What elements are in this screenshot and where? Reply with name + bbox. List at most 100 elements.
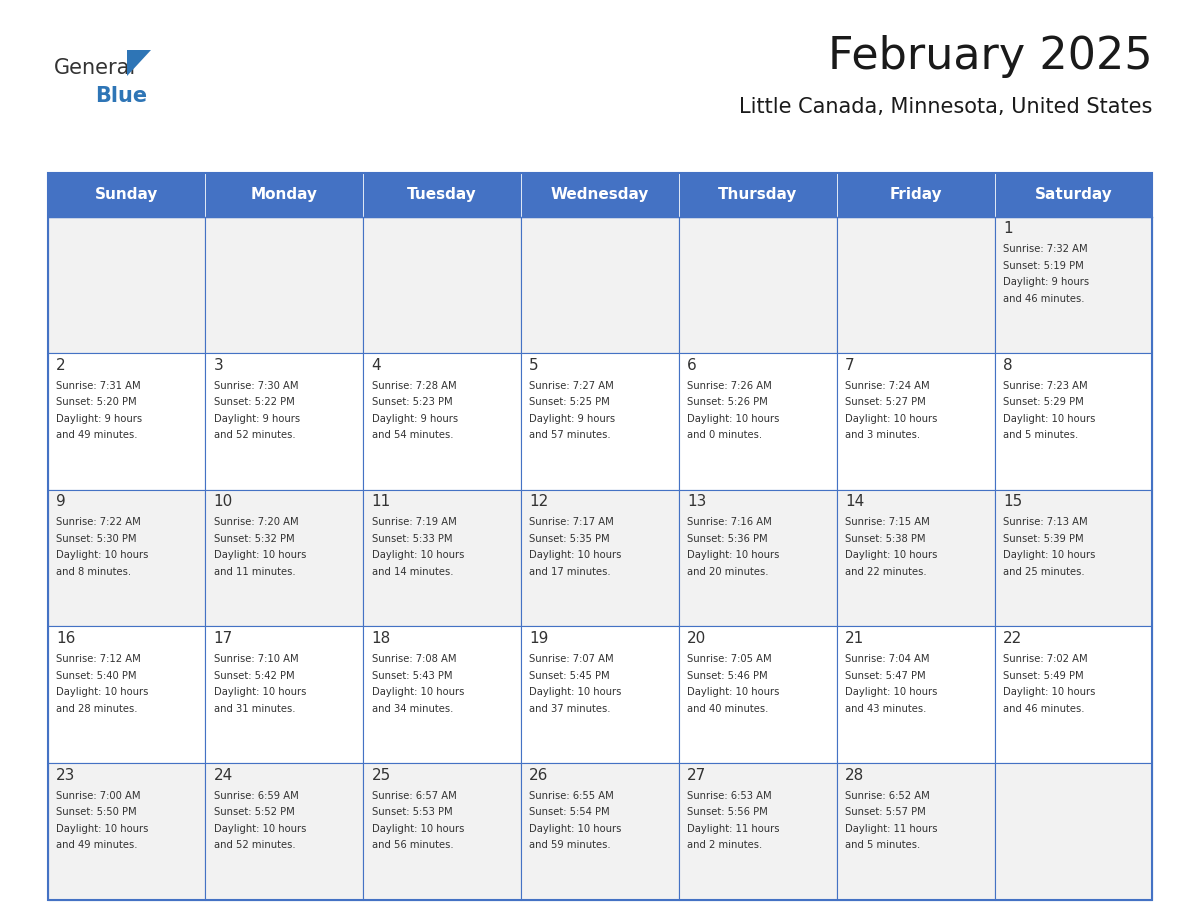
Bar [364,626,522,763]
Text: Monday: Monday [251,187,317,202]
Text: 21: 21 [845,631,864,646]
Text: Sunset: 5:29 PM: Sunset: 5:29 PM [1003,397,1083,408]
Text: 18: 18 [372,631,391,646]
Text: and 57 minutes.: and 57 minutes. [530,431,611,441]
Text: Daylight: 10 hours: Daylight: 10 hours [56,687,148,697]
Text: 19: 19 [530,631,549,646]
Bar [48,173,1152,900]
Text: Sunset: 5:22 PM: Sunset: 5:22 PM [214,397,295,408]
Text: Sunset: 5:32 PM: Sunset: 5:32 PM [214,534,295,543]
Text: and 54 minutes.: and 54 minutes. [372,431,453,441]
Text: Daylight: 10 hours: Daylight: 10 hours [530,551,621,560]
Text: Daylight: 10 hours: Daylight: 10 hours [1003,551,1095,560]
Text: Daylight: 10 hours: Daylight: 10 hours [372,687,463,697]
Text: Sunset: 5:54 PM: Sunset: 5:54 PM [530,807,609,817]
Text: and 49 minutes.: and 49 minutes. [56,840,138,850]
Text: and 25 minutes.: and 25 minutes. [1003,567,1085,577]
Text: Sunset: 5:52 PM: Sunset: 5:52 PM [214,807,295,817]
Text: 7: 7 [845,358,854,373]
Text: and 20 minutes.: and 20 minutes. [687,567,769,577]
Bar [678,763,836,900]
Bar [522,217,678,353]
Bar [836,763,994,900]
Text: Sunrise: 6:55 AM: Sunrise: 6:55 AM [530,790,614,800]
Text: Sunrise: 7:19 AM: Sunrise: 7:19 AM [372,518,456,527]
Text: and 2 minutes.: and 2 minutes. [687,840,763,850]
Polygon shape [127,50,151,76]
Text: Wednesday: Wednesday [551,187,649,202]
Text: 3: 3 [214,358,223,373]
Text: 16: 16 [56,631,75,646]
Text: 22: 22 [1003,631,1022,646]
Bar [994,490,1152,626]
Text: and 46 minutes.: and 46 minutes. [1003,703,1085,713]
Text: Sunset: 5:43 PM: Sunset: 5:43 PM [372,670,451,680]
Text: Sunrise: 7:00 AM: Sunrise: 7:00 AM [56,790,140,800]
Text: 6: 6 [687,358,697,373]
Bar [48,217,206,353]
Text: and 59 minutes.: and 59 minutes. [530,840,611,850]
Text: Daylight: 11 hours: Daylight: 11 hours [845,823,937,834]
Text: Sunset: 5:46 PM: Sunset: 5:46 PM [687,670,767,680]
Text: General: General [53,58,135,78]
Bar [206,626,364,763]
Bar [522,173,678,217]
Text: Sunset: 5:27 PM: Sunset: 5:27 PM [845,397,925,408]
Text: Daylight: 10 hours: Daylight: 10 hours [1003,687,1095,697]
Text: Daylight: 10 hours: Daylight: 10 hours [214,823,307,834]
Text: Daylight: 10 hours: Daylight: 10 hours [1003,414,1095,424]
Text: Sunset: 5:36 PM: Sunset: 5:36 PM [687,534,767,543]
Text: Daylight: 10 hours: Daylight: 10 hours [845,551,937,560]
Text: Sunset: 5:57 PM: Sunset: 5:57 PM [845,807,925,817]
Text: 12: 12 [530,495,549,509]
Text: Sunrise: 6:53 AM: Sunrise: 6:53 AM [687,790,772,800]
Bar [364,490,522,626]
Text: 5: 5 [530,358,539,373]
Text: Daylight: 9 hours: Daylight: 9 hours [214,414,299,424]
Text: Sunrise: 7:04 AM: Sunrise: 7:04 AM [845,654,929,664]
Text: and 40 minutes.: and 40 minutes. [687,703,769,713]
Text: Sunrise: 7:28 AM: Sunrise: 7:28 AM [372,381,456,391]
Text: Daylight: 10 hours: Daylight: 10 hours [845,687,937,697]
Text: and 43 minutes.: and 43 minutes. [845,703,927,713]
Text: Sunset: 5:56 PM: Sunset: 5:56 PM [687,807,767,817]
Text: and 52 minutes.: and 52 minutes. [214,431,296,441]
Text: Sunset: 5:47 PM: Sunset: 5:47 PM [845,670,925,680]
Text: and 37 minutes.: and 37 minutes. [530,703,611,713]
Text: and 28 minutes.: and 28 minutes. [56,703,138,713]
Text: Sunrise: 6:52 AM: Sunrise: 6:52 AM [845,790,930,800]
Text: Sunrise: 7:02 AM: Sunrise: 7:02 AM [1003,654,1087,664]
Text: 13: 13 [687,495,707,509]
Text: and 5 minutes.: and 5 minutes. [845,840,921,850]
Text: 27: 27 [687,767,707,783]
Text: 1: 1 [1003,221,1012,236]
Bar [522,490,678,626]
Text: Sunrise: 7:24 AM: Sunrise: 7:24 AM [845,381,930,391]
Text: Sunset: 5:39 PM: Sunset: 5:39 PM [1003,534,1083,543]
Bar [206,173,364,217]
Text: Tuesday: Tuesday [407,187,476,202]
Bar [678,626,836,763]
Text: and 52 minutes.: and 52 minutes. [214,840,296,850]
Text: Sunrise: 7:26 AM: Sunrise: 7:26 AM [687,381,772,391]
Text: Daylight: 10 hours: Daylight: 10 hours [687,551,779,560]
Text: 2: 2 [56,358,65,373]
Bar [364,173,522,217]
Text: Daylight: 10 hours: Daylight: 10 hours [56,823,148,834]
Text: Daylight: 10 hours: Daylight: 10 hours [372,551,463,560]
Text: 8: 8 [1003,358,1012,373]
Text: 17: 17 [214,631,233,646]
Text: Sunrise: 7:27 AM: Sunrise: 7:27 AM [530,381,614,391]
Text: 26: 26 [530,767,549,783]
Bar [836,217,994,353]
Text: Sunrise: 6:59 AM: Sunrise: 6:59 AM [214,790,298,800]
Text: Sunset: 5:40 PM: Sunset: 5:40 PM [56,670,137,680]
Text: and 8 minutes.: and 8 minutes. [56,567,131,577]
Text: Sunset: 5:42 PM: Sunset: 5:42 PM [214,670,295,680]
Bar [48,626,206,763]
Text: 28: 28 [845,767,864,783]
Text: Little Canada, Minnesota, United States: Little Canada, Minnesota, United States [739,97,1152,118]
Text: Sunrise: 7:15 AM: Sunrise: 7:15 AM [845,518,930,527]
Bar [522,626,678,763]
Text: Sunset: 5:33 PM: Sunset: 5:33 PM [372,534,451,543]
